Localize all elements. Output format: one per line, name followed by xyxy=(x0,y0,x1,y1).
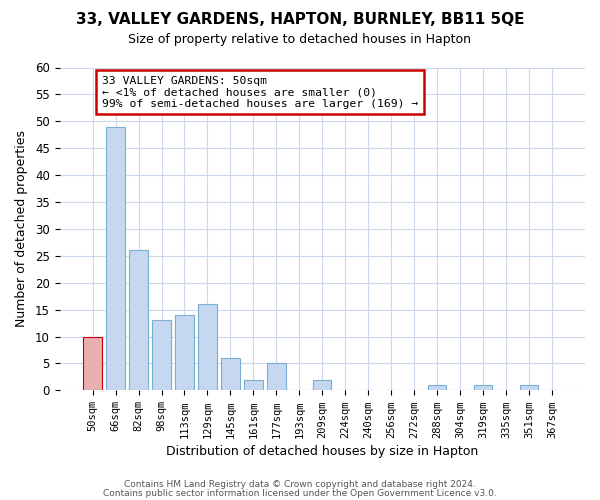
Bar xyxy=(221,358,239,390)
Bar xyxy=(428,385,446,390)
Bar xyxy=(130,250,148,390)
Bar xyxy=(313,380,331,390)
Y-axis label: Number of detached properties: Number of detached properties xyxy=(15,130,28,328)
X-axis label: Distribution of detached houses by size in Hapton: Distribution of detached houses by size … xyxy=(166,444,478,458)
Text: 33, VALLEY GARDENS, HAPTON, BURNLEY, BB11 5QE: 33, VALLEY GARDENS, HAPTON, BURNLEY, BB1… xyxy=(76,12,524,28)
Text: Contains HM Land Registry data © Crown copyright and database right 2024.: Contains HM Land Registry data © Crown c… xyxy=(124,480,476,489)
Bar xyxy=(474,385,492,390)
Bar xyxy=(520,385,538,390)
Bar xyxy=(152,320,170,390)
Bar xyxy=(267,364,286,390)
Bar xyxy=(244,380,263,390)
Bar xyxy=(106,126,125,390)
Bar xyxy=(175,315,194,390)
Text: 33 VALLEY GARDENS: 50sqm
← <1% of detached houses are smaller (0)
99% of semi-de: 33 VALLEY GARDENS: 50sqm ← <1% of detach… xyxy=(101,76,418,109)
Text: Size of property relative to detached houses in Hapton: Size of property relative to detached ho… xyxy=(128,32,472,46)
Bar xyxy=(198,304,217,390)
Bar xyxy=(83,336,102,390)
Text: Contains public sector information licensed under the Open Government Licence v3: Contains public sector information licen… xyxy=(103,488,497,498)
